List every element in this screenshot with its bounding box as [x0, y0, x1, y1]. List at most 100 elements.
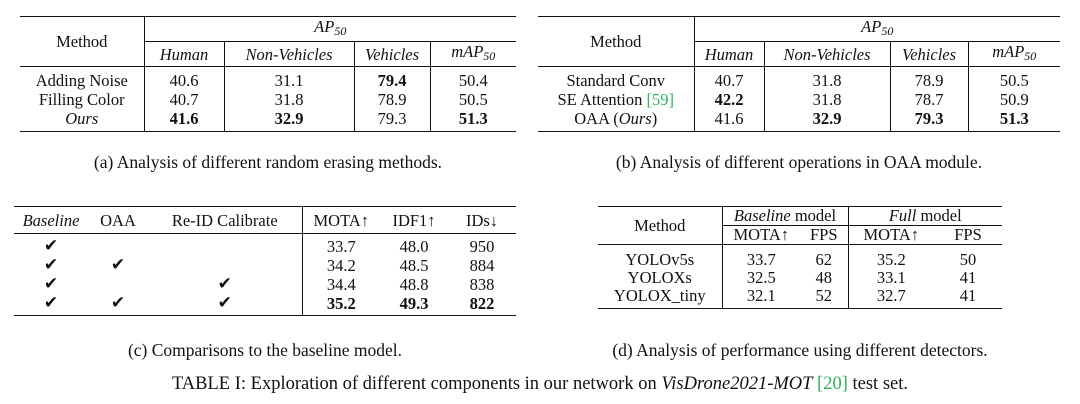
table-a-cell: 41.6: [144, 109, 225, 132]
table-d-row-method: YOLOv5s: [598, 244, 723, 269]
table-c-col-oaa: OAA: [100, 210, 136, 230]
table-c-col-baseline: Baseline: [22, 210, 80, 230]
table-b-row-method: OAA (Ours): [538, 109, 695, 132]
check-mark: ✔: [148, 294, 303, 316]
table-a-col-vehicles: Vehicles: [354, 41, 431, 67]
table-a-method-header: Method: [20, 16, 145, 67]
table-c: Baseline OAA Re-ID Calibrate MOTA↑ IDF1↑…: [14, 206, 516, 316]
table-c-cell-empty: [148, 256, 303, 275]
table-d-cell: 32.1: [746, 286, 776, 305]
check-mark: ✔: [110, 255, 126, 275]
table-d-col-fps: FPS: [800, 225, 849, 245]
check-mark: ✔: [43, 274, 59, 294]
table-b-cell: 31.8: [764, 66, 891, 90]
table-c-cell: 48.8: [399, 275, 429, 294]
table-c-cell: 838: [469, 275, 495, 294]
table-d-cell: 35.2: [876, 250, 906, 269]
table-b-caption: (b) Analysis of different operations in …: [615, 152, 983, 172]
table-a-col-human: Human: [144, 41, 225, 67]
check-mark: ✔: [43, 293, 59, 313]
table-b-col-human: Human: [694, 41, 765, 67]
table-a-row-method: Ours: [20, 109, 145, 132]
table-c-cell-empty: [88, 275, 148, 294]
table-d-baseline-group: Baseline model: [722, 206, 849, 226]
check-mark: ✔: [110, 293, 126, 313]
table-d-row-method: YOLOXs: [598, 269, 723, 287]
table-a-col-map50: mAP50: [451, 42, 496, 63]
table-a-cell: 51.3: [458, 109, 488, 128]
table-c-cell: 884: [469, 256, 495, 275]
table-a-ap50-header: AP50: [144, 16, 516, 42]
table-d-col-mota: MOTA↑: [863, 225, 919, 244]
table-b-cell: 50.9: [999, 90, 1029, 109]
table-b-row-method: Standard Conv: [538, 66, 695, 90]
table-c-cell: 49.3: [399, 294, 429, 313]
table-b-col-map50: mAP50: [992, 42, 1037, 63]
table-d-cell: 52: [800, 287, 849, 309]
table-b-cell: 31.8: [764, 90, 891, 109]
table-c-cell: 48.5: [399, 256, 429, 275]
table-a-cell: 32.9: [224, 109, 355, 132]
table-c-cell: 950: [469, 237, 495, 256]
table-d-cell: 33.1: [876, 268, 906, 287]
table-a-cell: 78.9: [354, 90, 431, 109]
table-d-cell: 41: [959, 286, 977, 305]
table-c-col-idf1: IDF1↑: [392, 210, 436, 230]
table-c-cell: 48.0: [399, 237, 429, 256]
check-mark: ✔: [148, 275, 303, 294]
table-a: Method AP50 Human Non-Vehicles Vehicles …: [20, 16, 516, 132]
table-c-col-mota: MOTA↑: [313, 210, 369, 230]
table-a-cell: 79.3: [354, 109, 431, 132]
citation-link[interactable]: [59]: [646, 90, 674, 109]
table-b-cell: 41.6: [694, 109, 765, 132]
table-d-cell: 50: [959, 250, 977, 269]
table-a-caption: (a) Analysis of different random erasing…: [93, 152, 443, 172]
table-a-col-nonvehicles: Non-Vehicles: [224, 41, 355, 67]
table-c-cell: 34.4: [326, 275, 356, 294]
table-b-row-method: SE Attention [59]: [538, 90, 695, 109]
table-d-full-group: Full model: [848, 206, 1002, 226]
table-c-cell-empty: [148, 233, 303, 256]
table-a-cell: 50.4: [458, 71, 488, 90]
table-a-cell: 31.8: [224, 90, 355, 109]
table-b-cell: 50.5: [999, 71, 1029, 90]
table-c-cell: 34.2: [326, 256, 356, 275]
table-a-cell: 31.1: [224, 66, 355, 90]
table-a-cell: 50.5: [458, 90, 488, 109]
table-d-cell: 62: [800, 244, 849, 269]
table-a-cell: 40.6: [144, 66, 225, 90]
table-d-cell: 32.7: [876, 286, 906, 305]
table-b-cell: 79.3: [890, 109, 969, 132]
table-d-col-mota: MOTA↑: [733, 225, 789, 244]
table-c-caption: (c) Comparisons to the baseline model.: [127, 340, 403, 360]
table-b-col-vehicles: Vehicles: [890, 41, 969, 67]
table-d: Method Baseline model Full model MOTA↑ F…: [598, 206, 1002, 309]
table-b-cell: 32.9: [764, 109, 891, 132]
table-c-cell: 35.2: [326, 294, 356, 313]
table-d-row-method: YOLOX_tiny: [598, 287, 723, 309]
table-a-row-method: Adding Noise: [20, 66, 145, 90]
table-b-cell: 42.2: [694, 90, 765, 109]
table-b: Method AP50 Human Non-Vehicles Vehicles …: [538, 16, 1060, 132]
table-c-col-ids: IDs↓: [465, 210, 499, 230]
table-c-cell-empty: [88, 234, 148, 257]
table-a-row-method: Filling Color: [20, 90, 145, 109]
table-b-ap50-header: AP50: [694, 16, 1060, 42]
table-b-cell: 40.7: [694, 66, 765, 90]
check-mark: ✔: [43, 255, 59, 275]
table-d-method-header: Method: [598, 206, 723, 245]
table-c-col-reid: Re-ID Calibrate: [148, 206, 303, 234]
table-c-cell: 822: [469, 294, 495, 313]
table-a-cell: 40.7: [144, 90, 225, 109]
citation-link[interactable]: [20]: [817, 374, 848, 394]
table-d-cell: 41: [959, 268, 977, 287]
table-b-cell: 78.9: [890, 66, 969, 90]
table-b-col-nonvehicles: Non-Vehicles: [764, 41, 891, 67]
table-b-cell: 78.7: [890, 90, 969, 109]
table-a-cell: 79.4: [354, 66, 431, 90]
table-b-cell: 51.3: [999, 109, 1029, 128]
table-d-col-fps: FPS: [954, 225, 982, 244]
check-mark: ✔: [43, 236, 59, 256]
table-d-cell: 32.5: [746, 268, 776, 287]
table-d-cell: 48: [800, 269, 849, 287]
